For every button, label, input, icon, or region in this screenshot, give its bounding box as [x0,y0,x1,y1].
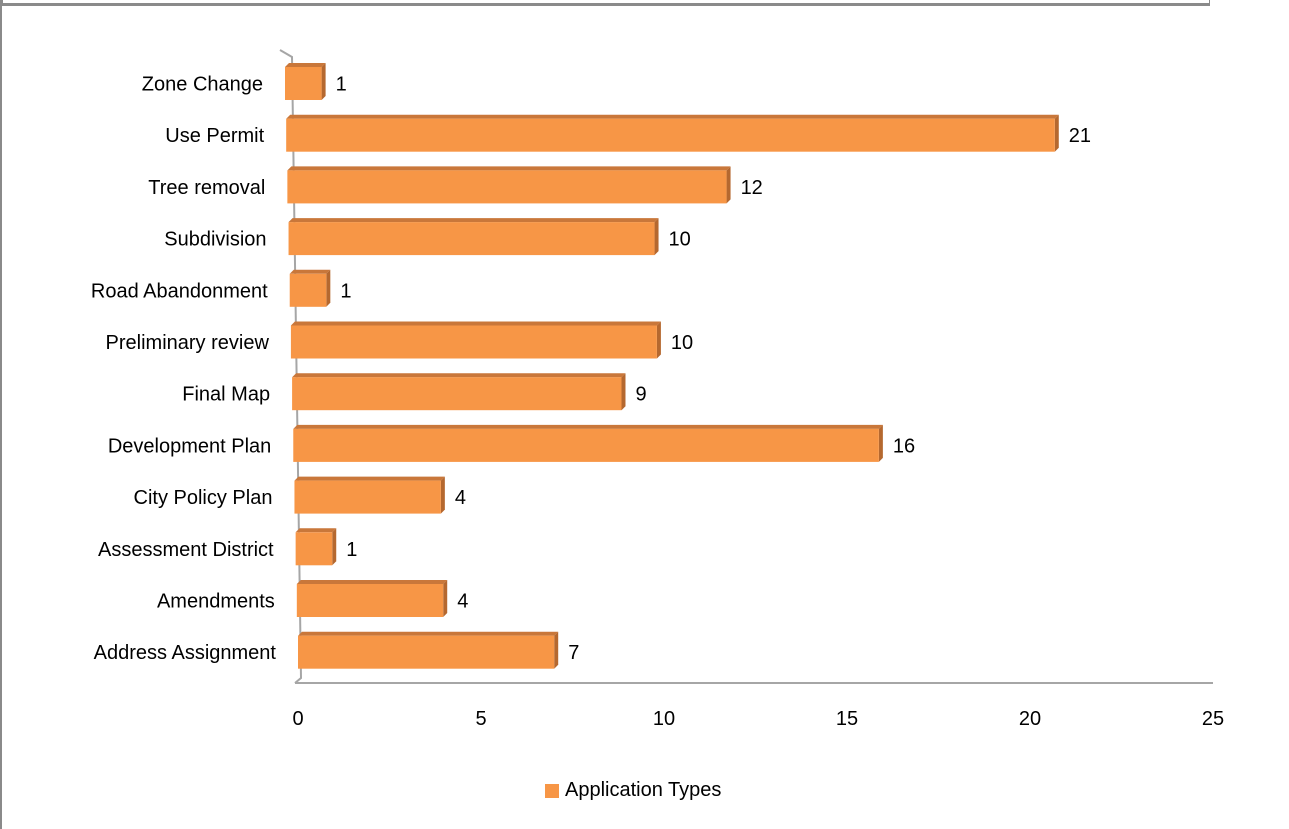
bar [289,273,327,307]
bar-top-face [289,269,331,274]
x-tick-label: 25 [1202,708,1224,730]
category-label: Development Plan [108,435,271,457]
x-tick-label: 15 [836,708,858,730]
bar-side-face [321,63,326,100]
bar-top-face [293,424,883,429]
bar-top-face [292,373,626,378]
category-label: Subdivision [164,229,266,251]
legend: Application Types [545,779,721,802]
data-label: 10 [669,229,691,251]
category-label: Zone Change [142,74,263,96]
data-label: 12 [741,177,763,199]
category-label: Amendments [157,591,275,613]
bar [285,67,322,100]
frame-left-border [0,0,2,829]
bar-side-face [440,476,445,514]
bar [293,428,879,462]
category-label: Address Assignment [94,642,277,664]
bar [294,480,441,514]
data-label: 4 [455,487,466,509]
category-label: Road Abandonment [91,280,268,302]
bar-side-face [878,424,883,462]
x-tick-label: 10 [653,708,675,730]
legend-label: Application Types [565,779,722,801]
data-label: 1 [340,280,351,302]
bar-side-face [554,631,559,669]
bar-side-face [656,321,661,359]
bar-top-face [290,321,661,326]
x-tick-label: 0 [292,708,303,730]
x-tick-label: 5 [475,708,486,730]
category-label: Tree removal [148,177,265,199]
bar-side-face [726,166,731,204]
data-label: 1 [346,539,357,561]
data-label: 21 [1069,125,1091,147]
data-label: 9 [635,384,646,406]
data-label: 4 [457,591,468,613]
back-wall [279,49,303,684]
bar-top-face [296,580,448,584]
x-tick-label: 20 [1019,708,1041,730]
bar-top-face [285,63,326,67]
bar-top-face [295,528,337,533]
bar [296,584,444,617]
bar-side-face [326,269,331,307]
category-label: Final Map [182,384,270,406]
category-label: Assessment District [98,539,274,561]
bar-side-face [332,528,337,566]
bar-top-face [298,631,559,636]
bar-side-face [621,373,626,411]
category-label: Use Permit [165,125,264,147]
data-label: 16 [893,435,915,457]
bar-top-face [286,114,1059,119]
bar-side-face [443,580,448,617]
bar [290,325,657,359]
data-label: 7 [568,642,579,664]
bar [288,222,655,256]
category-label: City Policy Plan [134,487,273,509]
data-label: 1 [336,74,347,96]
bar-side-face [1054,114,1059,152]
bar [298,635,555,669]
category-label: Preliminary review [106,332,270,354]
bar [292,377,622,411]
bar-top-face [288,218,659,223]
data-label: 10 [671,332,693,354]
legend-swatch [545,783,559,798]
bar [295,532,333,566]
bar-top-face [287,166,731,171]
bar [287,170,727,204]
bar-side-face [654,218,659,256]
bar-top-face [294,476,445,481]
bar [286,118,1055,152]
